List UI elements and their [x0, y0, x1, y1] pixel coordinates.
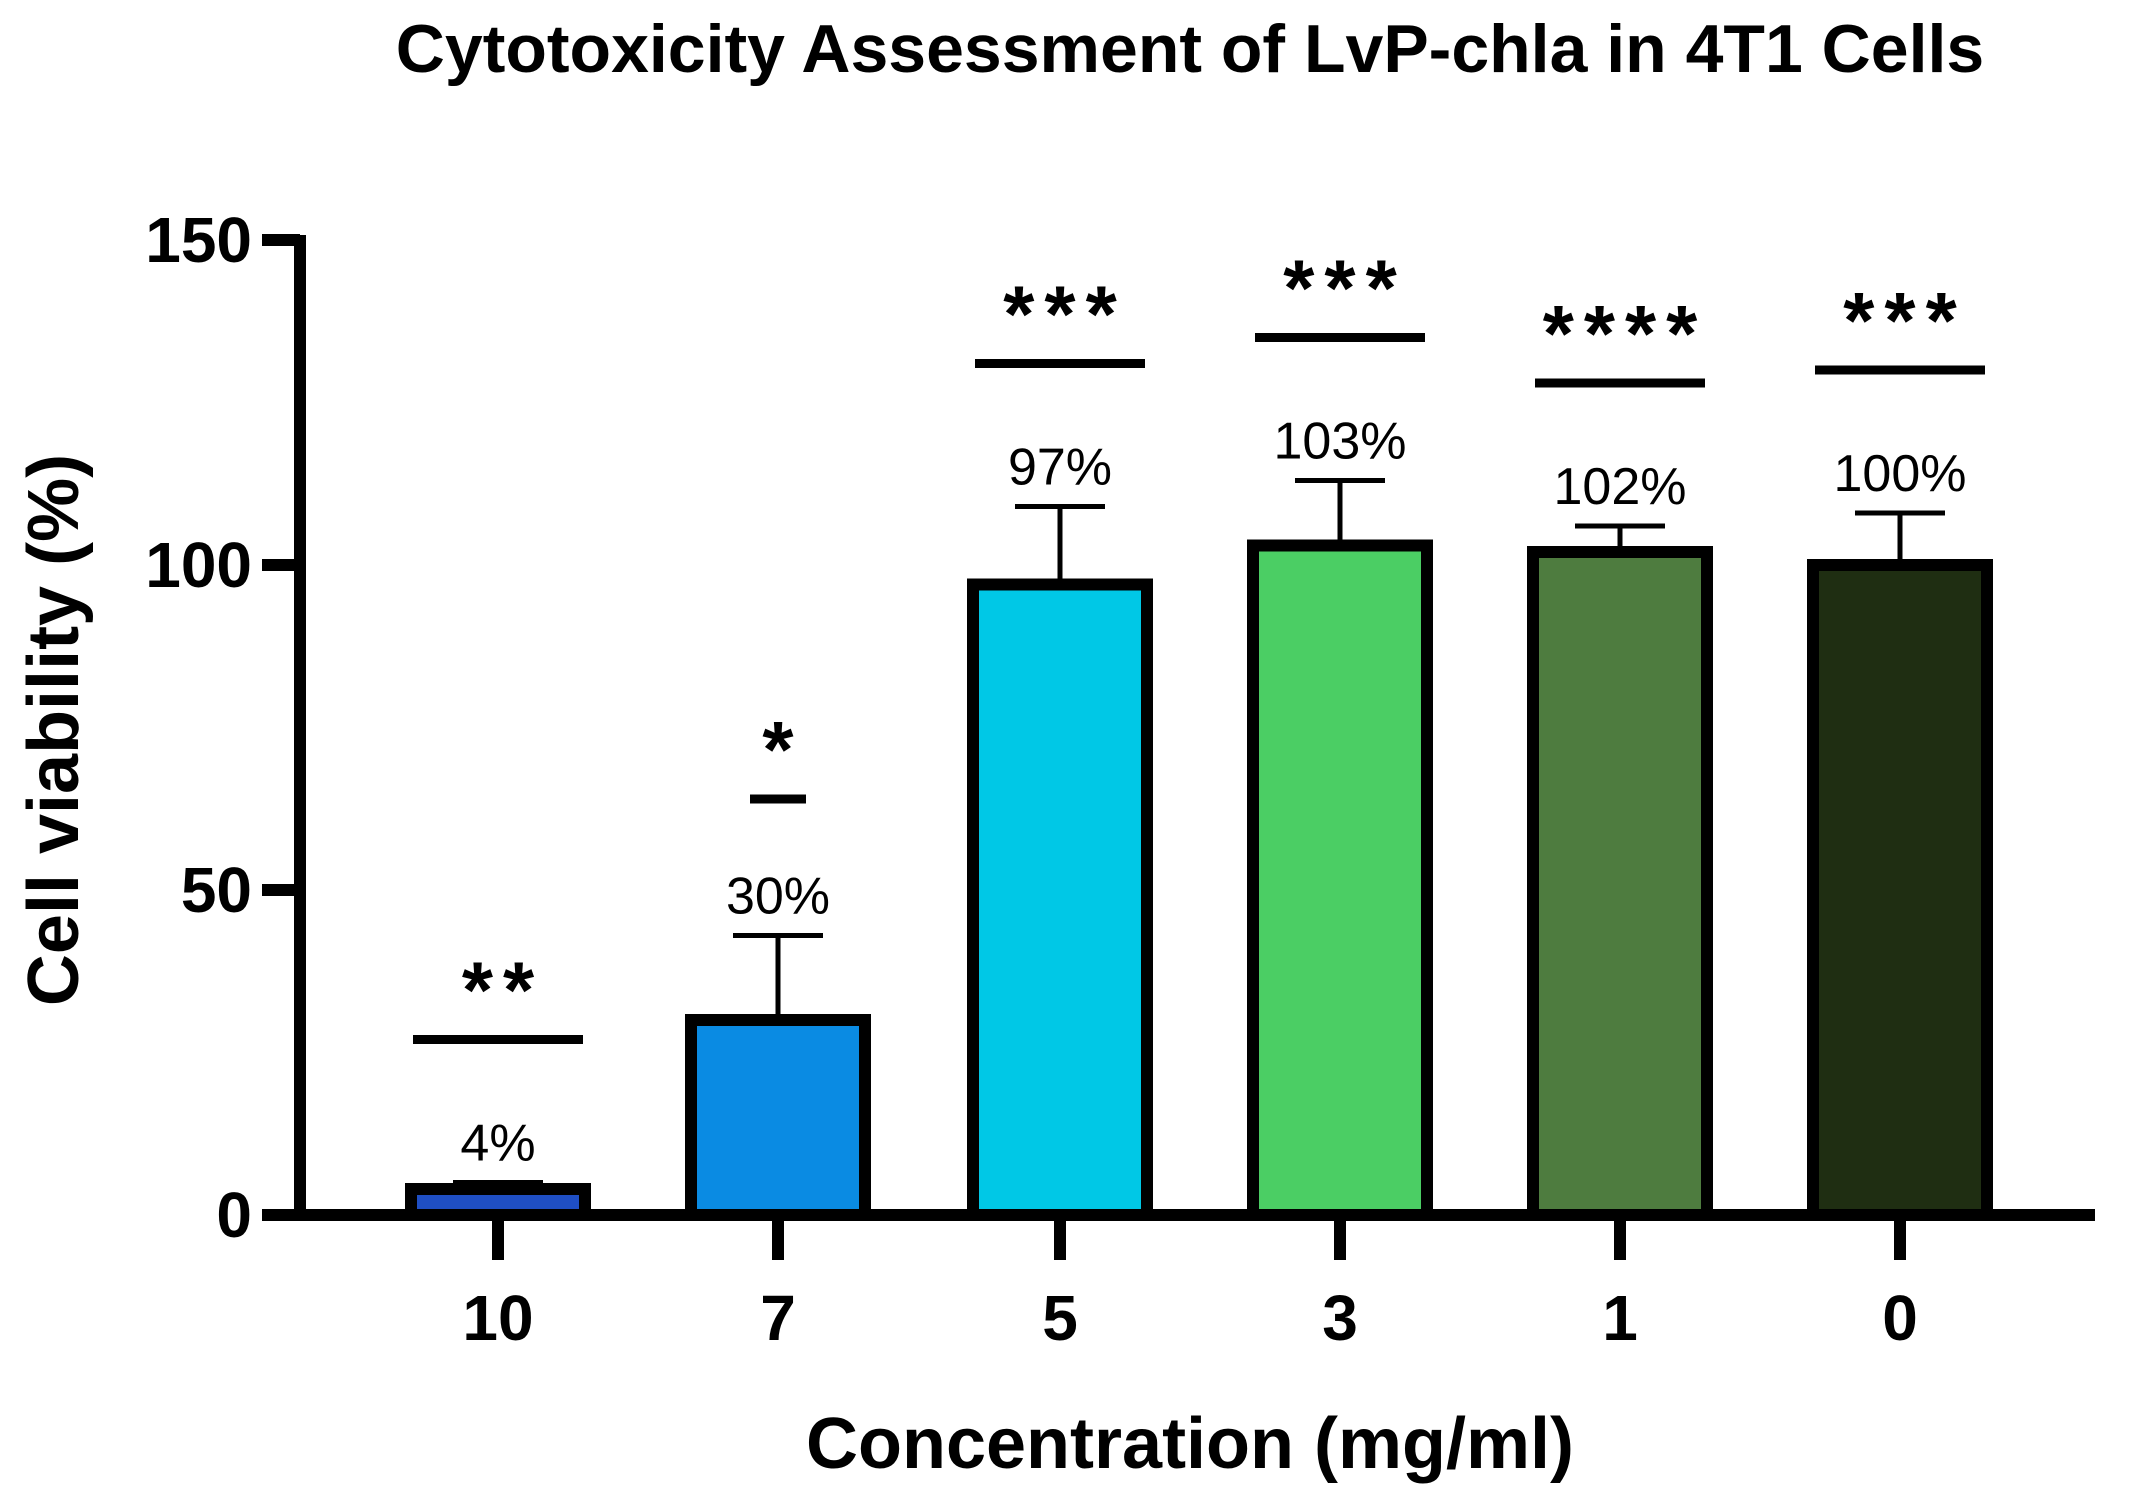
data-label-1: 102% — [1554, 458, 1687, 516]
data-label-10: 4% — [460, 1115, 535, 1173]
y-tick-label-0: 0 — [216, 1179, 252, 1251]
significance-stars-5: *** — [1003, 270, 1126, 359]
x-tick-label-1: 1 — [1602, 1282, 1638, 1354]
data-label-3: 103% — [1274, 413, 1407, 471]
significance-stars-10: ** — [462, 946, 544, 1035]
significance-stars-0: *** — [1843, 276, 1966, 365]
chart-title: Cytotoxicity Assessment of LvP-chla in 4… — [396, 11, 1984, 87]
error-bar-10 — [453, 1180, 543, 1189]
error-bar-5 — [1015, 504, 1105, 585]
error-bar-0 — [1855, 510, 1945, 565]
x-axis-label: Concentration (mg/ml) — [806, 1404, 1574, 1484]
x-tick-label-10: 10 — [462, 1282, 533, 1354]
significance-stars-1: **** — [1543, 289, 1708, 378]
x-tick-label-5: 5 — [1042, 1282, 1078, 1354]
significance-stars-7: * — [762, 705, 803, 794]
x-tick-label-7: 7 — [760, 1282, 796, 1354]
bar-1 — [1527, 546, 1713, 1221]
bar-5 — [967, 578, 1153, 1221]
data-label-5: 97% — [1008, 439, 1112, 497]
error-bar-7 — [733, 933, 823, 1020]
significance-stars-3: *** — [1283, 244, 1406, 333]
bar-7 — [685, 1014, 871, 1221]
bar-3 — [1247, 539, 1433, 1221]
y-tick-label-100: 100 — [145, 529, 252, 601]
y-tick-label-50: 50 — [181, 854, 252, 926]
data-label-7: 30% — [726, 868, 830, 926]
y-tick-label-150: 150 — [145, 204, 252, 276]
data-label-0: 100% — [1834, 445, 1967, 503]
x-tick-label-0: 0 — [1882, 1282, 1918, 1354]
error-bar-3 — [1295, 478, 1385, 546]
error-bar-1 — [1575, 523, 1665, 552]
x-tick-label-3: 3 — [1322, 1282, 1358, 1354]
plot-area: 4%30%97% 103%102% 100%****** ******* ***0501… — [145, 204, 2095, 1354]
bar-0 — [1807, 559, 1993, 1221]
y-axis-label: Cell viability (%) — [14, 454, 94, 1006]
